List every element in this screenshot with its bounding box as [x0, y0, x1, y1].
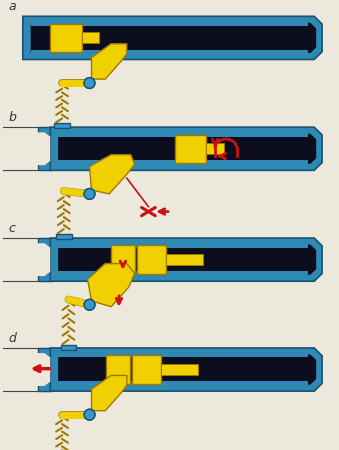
Circle shape [84, 410, 95, 420]
Polygon shape [92, 44, 127, 79]
Polygon shape [23, 16, 322, 59]
Polygon shape [89, 155, 135, 194]
Bar [31, 22, 308, 26]
Polygon shape [58, 244, 316, 275]
Polygon shape [58, 355, 316, 385]
Bar [175, 135, 206, 163]
Bar [137, 245, 166, 274]
Circle shape [84, 299, 95, 310]
Polygon shape [58, 134, 316, 164]
Circle shape [84, 299, 95, 310]
Circle shape [84, 78, 95, 89]
Bar [54, 123, 70, 128]
Bar [111, 245, 135, 274]
Bar [58, 244, 308, 248]
Bar [56, 234, 72, 239]
Polygon shape [38, 348, 52, 391]
Polygon shape [31, 23, 316, 53]
Polygon shape [18, 132, 50, 165]
Bar [58, 271, 308, 275]
Polygon shape [50, 127, 322, 171]
Polygon shape [18, 353, 50, 386]
Bar [206, 144, 224, 154]
Polygon shape [38, 238, 52, 281]
Bar [61, 345, 76, 350]
Circle shape [84, 78, 95, 89]
Bar [58, 354, 308, 357]
Text: c: c [8, 222, 15, 235]
Polygon shape [38, 127, 52, 171]
Bar [106, 356, 130, 384]
Bar [58, 133, 308, 137]
Text: b: b [8, 111, 16, 124]
Polygon shape [87, 264, 135, 307]
Polygon shape [92, 375, 127, 411]
Bar [132, 356, 161, 384]
Bar [58, 161, 308, 164]
Bar [31, 50, 308, 54]
Polygon shape [18, 243, 50, 276]
Text: a: a [8, 0, 16, 13]
Bar [166, 254, 203, 265]
Bar [82, 32, 99, 43]
Polygon shape [50, 238, 322, 281]
Text: d: d [8, 332, 16, 345]
Circle shape [84, 189, 95, 199]
Bar [58, 381, 308, 385]
Bar [50, 24, 82, 52]
Bar [161, 364, 198, 375]
Polygon shape [50, 348, 322, 391]
Circle shape [84, 189, 95, 199]
Circle shape [84, 410, 95, 420]
